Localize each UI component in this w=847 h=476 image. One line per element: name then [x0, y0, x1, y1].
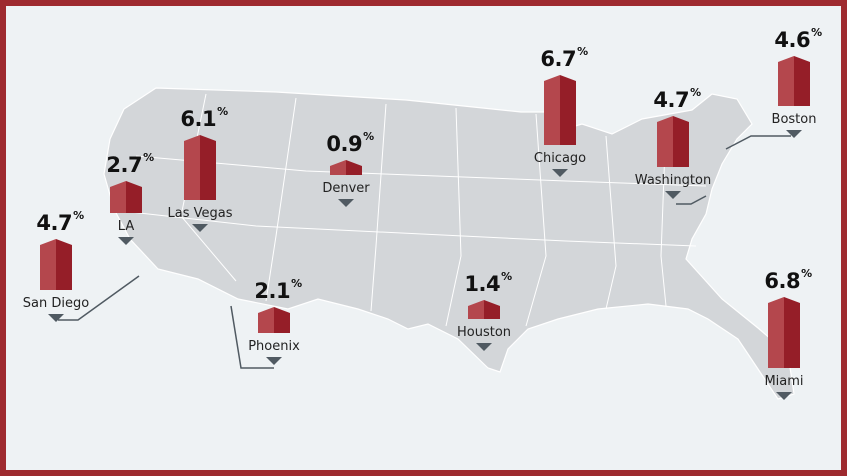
city-label: LA	[117, 219, 135, 234]
city-value: 4.7%	[36, 208, 84, 235]
leader-lines	[58, 135, 791, 369]
city-bar	[40, 238, 72, 290]
pointer-icon	[786, 130, 802, 138]
city-bar	[657, 115, 689, 167]
city-value: 6.7%	[540, 44, 588, 71]
pointer-icon	[476, 343, 492, 351]
pointer-icon	[118, 237, 134, 245]
pointer-icon	[776, 392, 792, 400]
city-bar	[330, 160, 362, 175]
city-bar	[768, 296, 800, 368]
us-outline	[103, 87, 795, 400]
city-bar	[258, 306, 290, 333]
city-value: 2.1%	[254, 276, 302, 303]
pointer-icon	[665, 191, 681, 199]
city-value: 0.9%	[326, 130, 374, 157]
bar-roof	[657, 115, 689, 122]
city-label: Houston	[456, 325, 512, 340]
city-bar	[544, 74, 576, 145]
city-bar	[184, 135, 216, 200]
pointer-icon	[192, 224, 208, 232]
city-label: San Diego	[22, 296, 90, 311]
bar-roof	[778, 55, 810, 62]
us-map	[58, 87, 795, 400]
pointer-icon	[338, 199, 354, 207]
city-label: Miami	[764, 374, 804, 389]
pointer-icon	[48, 314, 64, 322]
bar-roof	[330, 160, 362, 167]
pointer-icon	[552, 169, 568, 177]
city-label: Washington	[634, 173, 712, 188]
city-label: Phoenix	[248, 339, 300, 354]
city-label: Las Vegas	[167, 206, 233, 221]
city-label: Denver	[322, 181, 370, 196]
city-value: 4.7%	[653, 85, 701, 112]
city-label: Boston	[771, 112, 817, 127]
city-value: 4.6%	[774, 25, 822, 52]
city-value: 6.1%	[180, 105, 228, 132]
city-label: Chicago	[533, 151, 587, 166]
bar-roof	[544, 74, 576, 81]
city-bar	[778, 55, 810, 106]
city-value: 1.4%	[464, 269, 512, 296]
bar-roof	[468, 299, 500, 306]
pointer-icon	[266, 357, 282, 365]
city-bar	[110, 181, 142, 213]
bar-roof	[184, 135, 216, 142]
city-value: 2.7%	[106, 151, 154, 178]
bar-roof	[258, 306, 290, 313]
city-value: 6.8%	[764, 266, 812, 293]
city-bar	[468, 299, 500, 319]
bar-roof	[768, 296, 800, 303]
bar-roof	[110, 181, 142, 188]
bar-roof	[40, 238, 72, 245]
